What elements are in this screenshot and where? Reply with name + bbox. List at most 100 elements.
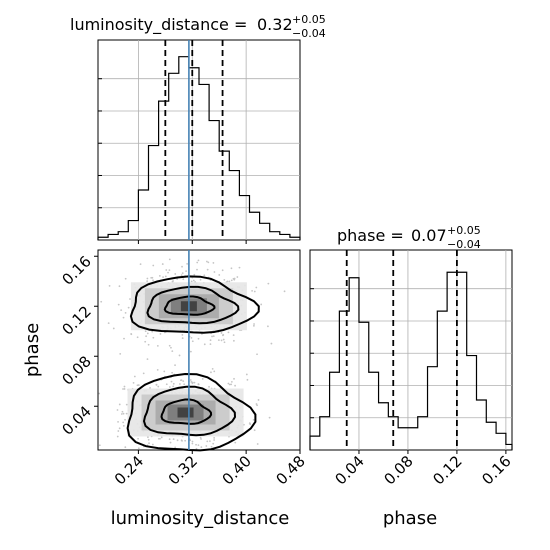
title-luminosity-prefix: luminosity_distance = [70,15,247,35]
contour-mid-1 [142,385,237,437]
scatter-point [174,364,176,367]
joint-ytick-label: 0.04 [58,402,94,438]
scatter-point [257,399,260,401]
scatter-point [236,276,239,278]
joint-ytick-label: 0.08 [58,352,94,388]
scatter-point [146,280,149,282]
scatter-point [220,332,223,334]
scatter-point [155,383,158,386]
scatter-point [182,278,185,281]
scatter-point [144,330,147,333]
scatter-point [152,264,155,267]
scatter-point [123,388,126,390]
scatter-point [148,442,150,445]
scatter-point [210,371,212,374]
scatter-point [200,446,203,449]
scatter-point [151,443,154,446]
scatter-point [206,440,209,443]
scatter-point [181,337,184,340]
scatter-point [200,438,202,440]
scatter-point [139,263,142,266]
scatter-point [127,306,130,309]
scatter-point [150,276,153,279]
scatter-point [222,333,225,336]
scatter-point [255,403,258,405]
scatter-point [192,279,195,282]
phase-hist-frame [309,249,513,451]
scatter-point [197,337,200,340]
scatter-point [251,289,254,292]
xlabel-luminosity-distance: luminosity_distance [111,508,290,529]
title-luminosity-plus: +0.05 [292,13,326,26]
scatter-point [232,339,235,342]
scatter-point [160,436,163,439]
scatter-point [136,336,139,339]
scatter-point [203,343,206,346]
scatter-point [124,311,127,314]
scatter-point [233,277,236,280]
luminosity-histogram-panel [97,39,301,244]
scatter-point [147,438,150,441]
scatter-point [178,383,181,385]
scatter-point [168,269,171,272]
scatter-point [213,271,216,273]
scatter-point [213,437,216,439]
scatter-point [195,447,198,450]
scatter-point [209,339,212,342]
title-phase: phase = 0.07 +0.05 −0.04 [337,224,481,251]
density-shade-1 [177,407,194,418]
scatter-point [147,436,149,439]
scatter-point [191,340,194,343]
scatter-point [137,437,139,440]
scatter-point [156,344,159,347]
scatter-point [185,270,188,273]
scatter-point [116,435,119,438]
scatter-point [191,382,194,385]
scatter-point [174,273,177,275]
scatter-point [230,383,233,386]
scatter-point [118,403,121,406]
scatter-point [197,259,200,262]
scatter-point [190,336,193,339]
scatter-point [181,265,183,268]
joint-xtick-label: 0.32 [165,452,201,488]
scatter-point [170,346,172,349]
scatter-point [193,273,196,276]
scatter-point [212,335,215,337]
scatter-point [122,388,124,390]
scatter-point [253,323,255,325]
scatter-point [182,380,185,383]
scatter-point [230,267,233,270]
scatter-point [245,373,248,376]
scatter-point [152,279,154,282]
scatter-point [133,375,136,378]
scatter-point [256,443,259,445]
scatter-point [234,384,236,387]
scatter-point [223,341,226,344]
scatter-point [98,444,101,447]
scatter-point [233,377,235,380]
scatter-point [180,274,183,277]
scatter-point [268,416,271,419]
scatter-point [253,290,256,293]
scatter-point [162,276,164,278]
scatter-point [159,333,162,335]
scatter-point [165,269,168,271]
scatter-point [270,342,273,345]
scatter-point [130,332,133,335]
scatter-point [146,358,149,361]
phase-hist-xtick-label: 0.12 [429,452,465,488]
scatter-point [230,380,233,383]
scatter-point [168,438,171,441]
scatter-point [122,421,125,424]
scatter-point [256,353,258,356]
scatter-point [197,383,200,386]
title-luminosity-distance: luminosity_distance = 0.32 +0.05 −0.04 [70,13,326,40]
scatter-point [161,263,164,265]
contour-outer-0 [129,275,260,334]
title-luminosity-value: 0.32 [257,15,293,34]
scatter-point [211,367,214,370]
scatter-point [172,385,175,388]
scatter-point [181,439,183,442]
scatter-point [222,338,225,341]
